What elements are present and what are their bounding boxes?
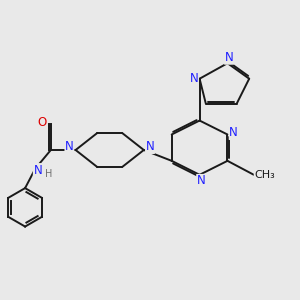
Text: O: O bbox=[38, 116, 47, 129]
Text: N: N bbox=[225, 51, 233, 64]
Text: N: N bbox=[229, 127, 238, 140]
Text: CH₃: CH₃ bbox=[254, 170, 275, 180]
Text: H: H bbox=[45, 169, 52, 179]
Text: N: N bbox=[146, 140, 154, 153]
Text: N: N bbox=[197, 175, 206, 188]
Text: N: N bbox=[190, 72, 198, 85]
Text: N: N bbox=[33, 164, 42, 177]
Text: N: N bbox=[65, 140, 74, 153]
